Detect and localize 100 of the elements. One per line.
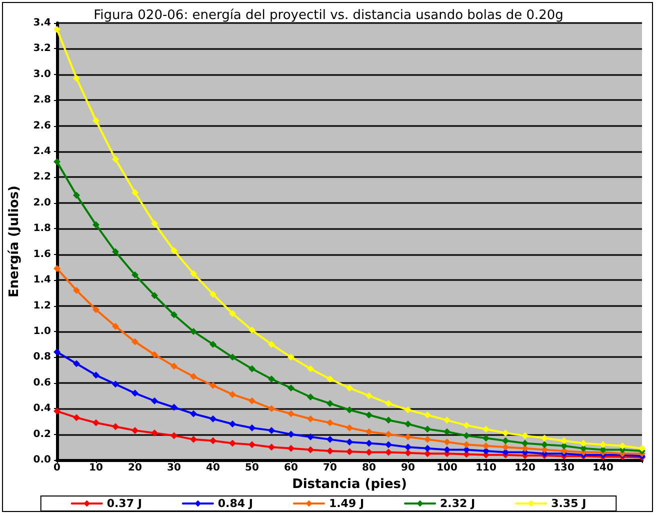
point (112, 156, 119, 163)
point (210, 290, 216, 298)
point (92, 221, 100, 228)
point (288, 384, 294, 392)
y-tick-label: 3.2 (33, 43, 52, 54)
point (385, 430, 392, 438)
point (151, 397, 158, 404)
point (502, 448, 509, 456)
point (248, 397, 256, 404)
point (112, 380, 119, 388)
point (424, 444, 431, 452)
legend-label: 0.84 J (218, 497, 253, 510)
x-tick-label: 70 (323, 462, 337, 474)
point (229, 420, 236, 428)
point (404, 433, 412, 440)
point (112, 322, 119, 330)
point (463, 432, 470, 440)
point (404, 406, 412, 414)
point (268, 340, 275, 348)
point (288, 410, 294, 418)
x-tick-label: 110 (476, 462, 496, 474)
point (268, 426, 275, 434)
point (424, 412, 431, 419)
point (288, 354, 294, 361)
point (522, 440, 528, 447)
point (366, 392, 372, 400)
x-tick-label: 90 (401, 462, 415, 474)
point (288, 444, 294, 452)
point (482, 442, 490, 450)
point (190, 328, 197, 335)
point (132, 390, 138, 397)
point (210, 415, 216, 422)
point (560, 448, 568, 455)
legend-label: 0.37 J (106, 497, 142, 510)
x-tick-label: 0 (54, 462, 61, 474)
point (307, 394, 314, 401)
point (54, 158, 60, 166)
point (502, 430, 509, 437)
y-tick-label: 0.6 (33, 377, 52, 388)
point (463, 422, 470, 429)
point (170, 404, 178, 411)
point (151, 351, 158, 358)
y-tick-label: 1.4 (33, 274, 52, 286)
x-tick-label: 40 (206, 462, 220, 474)
point (210, 340, 216, 348)
point (404, 420, 412, 428)
point (307, 365, 314, 372)
y-tick-label: 0.4 (33, 403, 52, 414)
point (112, 423, 119, 430)
point (424, 426, 431, 433)
point (54, 264, 60, 272)
point (444, 446, 450, 454)
point (502, 437, 509, 444)
x-tick-label: 30 (167, 462, 181, 474)
point (326, 419, 334, 426)
point (560, 437, 568, 444)
point (307, 446, 314, 454)
y-tick-label: 0.8 (33, 352, 52, 363)
point (132, 189, 138, 196)
x-tick-label: 20 (128, 462, 142, 474)
point (385, 416, 392, 424)
point (404, 449, 412, 456)
x-tick-label: 140 (592, 462, 614, 474)
point (54, 348, 60, 356)
point (580, 440, 587, 447)
point (541, 434, 548, 442)
point (346, 448, 353, 456)
point (424, 450, 431, 458)
point (444, 438, 450, 446)
point (444, 416, 450, 424)
point (210, 437, 216, 444)
x-axis-title: Distancia (pies) (292, 477, 407, 492)
chart-title: Figura 020-06: energía del proyectil vs. distancia usando bolas de 0.20g (94, 8, 564, 23)
point (170, 432, 178, 440)
point (366, 448, 372, 456)
y-tick-label: 0.0 (33, 454, 52, 466)
y-tick-label: 2.6 (33, 120, 52, 132)
point (366, 440, 372, 447)
x-tick-label: 80 (362, 462, 376, 474)
point (482, 426, 490, 433)
point (73, 360, 80, 368)
point (346, 424, 353, 432)
x-tick-label: 100 (436, 462, 458, 474)
point (132, 426, 138, 434)
point (346, 384, 353, 392)
point (346, 438, 353, 446)
point (326, 436, 334, 443)
point (54, 408, 60, 415)
y-axis-title: Energía (Julios) (7, 186, 22, 298)
point (366, 412, 372, 419)
point (229, 310, 236, 317)
y-tick-label: 1.2 (33, 300, 52, 312)
y-tick-label: 0.2 (33, 428, 52, 440)
y-tick-label: 2.8 (33, 94, 52, 106)
y-tick-label: 2.4 (33, 146, 52, 158)
point (366, 428, 372, 436)
point (54, 26, 60, 33)
point (560, 442, 568, 450)
point (482, 448, 490, 455)
point (190, 436, 197, 443)
